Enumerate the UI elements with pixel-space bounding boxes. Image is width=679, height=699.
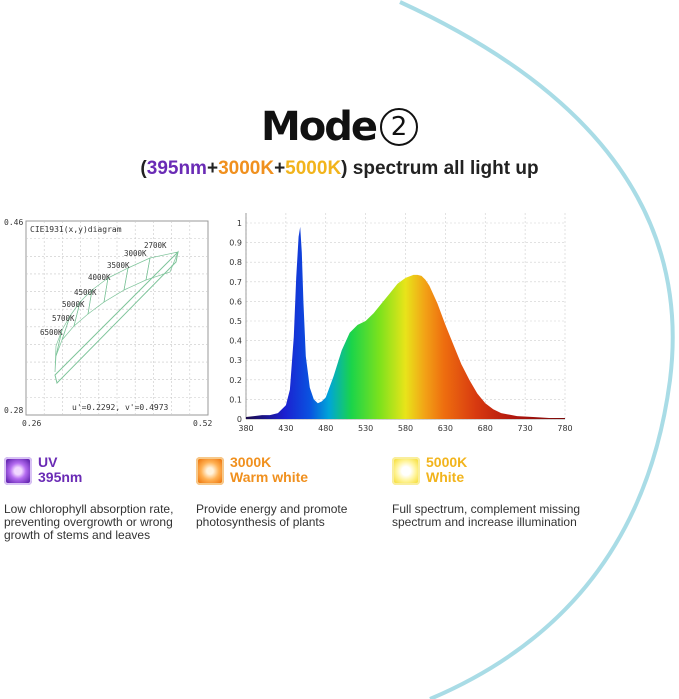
subtitle-white: 5000K	[285, 158, 342, 179]
spectrum-chart: 0 0.1 0.2 0.3 0.4 0.5 0.6 0.7 0.8 0.9 1 380 430 480 5…	[229, 213, 573, 433]
spectrum-y-tick-label: 0.3	[229, 356, 242, 365]
subtitle-warm: 3000K	[218, 158, 275, 179]
feature-uv: UV 395nm Low chlorophyll absorption rate…	[4, 455, 194, 542]
mode-title: Mode 2	[260, 104, 419, 150]
feature-white: 5000K White Full spectrum, complement mi…	[392, 455, 582, 529]
spectrum-y-ticks: 0 0.1 0.2 0.3 0.4 0.5 0.6 0.7 0.8 0.9 1	[229, 219, 242, 424]
cie-title: CIE1931(x,y)diagram	[30, 225, 122, 234]
feature-warm: 3000K Warm white Provide energy and prom…	[196, 455, 386, 529]
spectrum-y-tick-label: 0.2	[229, 376, 242, 385]
uv-led-chip-icon	[4, 457, 32, 485]
subtitle-plus: +	[274, 158, 286, 179]
cie-coordinate-readout: u'=0.2292, v'=0.4973	[72, 403, 169, 412]
feature-uv-description: Low chlorophyll absorption rate, prevent…	[4, 502, 174, 542]
cie-quadrangles	[54, 251, 179, 373]
spectrum-x-tick-label: 380	[238, 424, 253, 433]
spectrum-x-tick-label: 680	[478, 424, 493, 433]
spectrum-subtitle: (395nm+3000K+5000K) spectrum all light u…	[0, 158, 679, 180]
cie-cct-label: 4000K	[88, 273, 111, 282]
cie-cct-label: 2700K	[144, 241, 167, 250]
cie-x-tick-min: 0.26	[22, 419, 41, 428]
subtitle-open: (	[140, 158, 147, 179]
cie-y-tick-min: 0.28	[4, 406, 23, 415]
spectrum-y-tick-label: 0.4	[229, 337, 242, 346]
feature-warm-title: 3000K	[230, 454, 272, 470]
cie-y-tick-max: 0.46	[4, 218, 23, 227]
spectrum-x-tick-label: 430	[278, 424, 293, 433]
subtitle-plus: +	[206, 158, 219, 179]
cie-cct-label: 5700K	[52, 314, 75, 323]
spectrum-y-tick-label: 0.5	[229, 317, 242, 326]
mode-number-badge: 2	[380, 108, 419, 146]
subtitle-uv: 395nm	[146, 158, 207, 179]
mode-label: Mode	[260, 104, 378, 150]
spectrum-x-tick-label: 780	[557, 424, 572, 433]
cie-cct-label: 6500K	[40, 328, 63, 337]
spectrum-x-tick-label: 630	[438, 424, 453, 433]
spectrum-x-tick-label: 480	[318, 424, 333, 433]
spectrum-y-tick-label: 0	[237, 415, 242, 424]
cie-cct-label: 4500K	[74, 288, 97, 297]
feature-warm-subtitle: Warm white	[230, 469, 309, 485]
spectrum-x-tick-label: 730	[517, 424, 532, 433]
spectrum-y-tick-label: 0.7	[229, 278, 242, 287]
cie-cct-label: 5000K	[62, 300, 85, 309]
spectrum-y-tick-label: 0.9	[229, 239, 242, 248]
feature-uv-title: UV	[38, 454, 58, 470]
spectrum-y-tick-label: 0.8	[229, 258, 242, 267]
mode-header: Mode 2	[0, 104, 679, 150]
cie-cct-label: 3000K	[124, 249, 147, 258]
feature-white-subtitle: White	[426, 469, 465, 485]
spectrum-x-tick-label: 530	[358, 424, 373, 433]
feature-warm-description: Provide energy and promote photosynthesi…	[196, 502, 348, 529]
cie-x-tick-max: 0.52	[193, 419, 212, 428]
feature-white-description: Full spectrum, complement missing spectr…	[392, 502, 581, 529]
subtitle-rest: spectrum all light up	[347, 158, 539, 179]
spectrum-x-ticks: 380 430 480 530 580 630 680 730 780	[238, 424, 572, 433]
cie-locus-outline	[54, 250, 179, 384]
feature-uv-subtitle: 395nm	[38, 469, 83, 485]
spectrum-y-tick-label: 0.6	[229, 297, 242, 306]
spectrum-x-tick-label: 580	[398, 424, 413, 433]
feature-white-title: 5000K	[426, 454, 468, 470]
spectrum-y-tick-label: 1	[237, 219, 242, 228]
subtitle-close: )	[341, 158, 348, 179]
cie-cct-label: 3500K	[107, 261, 130, 270]
warm-led-chip-icon	[196, 457, 224, 485]
spectrum-series-area	[246, 226, 565, 419]
white-led-chip-icon	[392, 457, 420, 485]
spectrum-y-tick-label: 0.1	[229, 395, 242, 404]
